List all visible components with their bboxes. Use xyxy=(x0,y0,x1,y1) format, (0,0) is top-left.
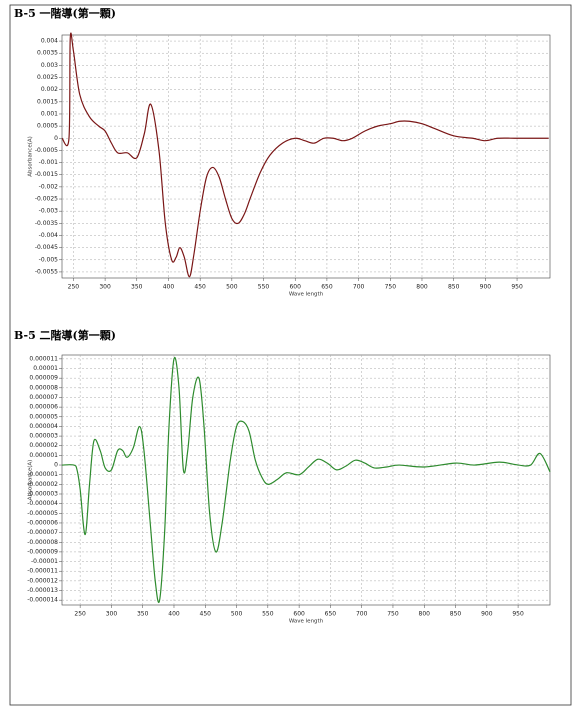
y-tick-label: 0.0035 xyxy=(37,50,58,57)
y-tick-label: -0.00001 xyxy=(31,558,58,565)
x-tick-label: 850 xyxy=(450,611,462,618)
y-tick-label: 0.000004 xyxy=(29,423,58,430)
x-axis-label: Wave length xyxy=(289,292,324,298)
x-tick-label: 650 xyxy=(325,611,337,618)
plot-area xyxy=(61,354,551,606)
plot-area xyxy=(61,34,551,279)
data-line xyxy=(61,32,549,278)
y-tick-label: -0.000013 xyxy=(27,587,58,594)
y-tick-label: 0.003 xyxy=(41,62,58,69)
y-tick-label: 0 xyxy=(54,135,58,142)
x-tick-label: 450 xyxy=(200,611,212,618)
y-tick-label: 0.000006 xyxy=(29,404,58,411)
x-tick-label: 950 xyxy=(512,611,524,618)
chart-title: B-5 二階導(第一顆) xyxy=(14,328,116,342)
x-tick-label: 350 xyxy=(137,611,149,618)
y-tick-label: -0.000001 xyxy=(27,471,58,478)
x-tick-label: 550 xyxy=(262,611,274,618)
y-tick-label: -0.001 xyxy=(39,159,59,166)
y-tick-label: -0.002 xyxy=(39,183,59,190)
x-axis-label: Wave length xyxy=(289,619,324,625)
x-tick-label: 600 xyxy=(289,284,301,291)
y-tick-label: -0.000007 xyxy=(27,529,58,536)
x-tick-label: 250 xyxy=(68,284,80,291)
y-tick-label: 0.000002 xyxy=(29,442,58,449)
chart-title: B-5 一階導(第一顆) xyxy=(14,6,116,20)
y-tick-label: 0.000008 xyxy=(29,384,58,391)
x-tick-label: 300 xyxy=(106,611,118,618)
x-tick-label: 800 xyxy=(416,284,428,291)
y-tick-label: -0.000014 xyxy=(27,597,58,604)
x-tick-label: 300 xyxy=(99,284,111,291)
y-tick-label: -0.000011 xyxy=(27,568,58,575)
data-line xyxy=(61,356,551,603)
y-tick-label: -0.000004 xyxy=(27,500,58,507)
x-tick-label: 900 xyxy=(480,284,492,291)
x-tick-label: 400 xyxy=(168,611,180,618)
y-tick-label: 0.004 xyxy=(41,38,58,45)
x-tick-label: 450 xyxy=(194,284,206,291)
y-tick-label: 0.0005 xyxy=(37,123,58,130)
y-tick-label: -0.0015 xyxy=(35,171,58,178)
x-tick-label: 500 xyxy=(231,611,243,618)
y-tick-label: -0.0005 xyxy=(35,147,58,154)
y-tick-label: 0.000007 xyxy=(29,394,58,401)
y-tick-label: -0.000009 xyxy=(27,548,58,555)
x-tick-label: 250 xyxy=(74,611,86,618)
y-tick-label: 0.002 xyxy=(41,86,58,93)
x-tick-label: 400 xyxy=(163,284,175,291)
y-tick-label: -0.000002 xyxy=(27,481,58,488)
x-tick-label: 750 xyxy=(387,611,399,618)
y-tick-label: -0.0025 xyxy=(35,196,58,203)
y-tick-label: 0.000003 xyxy=(29,433,58,440)
y-tick-label: -0.000003 xyxy=(27,490,58,497)
y-axis-label: Absorbance(A) xyxy=(28,460,34,501)
x-tick-label: 700 xyxy=(356,611,368,618)
x-tick-label: 600 xyxy=(293,611,305,618)
y-tick-label: -0.000006 xyxy=(27,519,58,526)
y-axis-label: Absorbance(A) xyxy=(28,136,34,177)
y-tick-label: 0.000005 xyxy=(29,413,58,420)
x-tick-label: 350 xyxy=(131,284,143,291)
y-tick-label: -0.000008 xyxy=(27,539,58,546)
y-tick-label: -0.003 xyxy=(39,208,59,215)
x-tick-label: 850 xyxy=(448,284,460,291)
y-tick-label: -0.0035 xyxy=(35,220,58,227)
y-tick-label: 0.0015 xyxy=(37,98,58,105)
y-tick-label: 0.00001 xyxy=(33,365,58,372)
x-tick-label: 500 xyxy=(226,284,238,291)
y-tick-label: -0.0055 xyxy=(35,268,58,275)
y-tick-label: 0.000011 xyxy=(29,355,58,362)
x-tick-label: 750 xyxy=(385,284,397,291)
y-tick-label: 0.000009 xyxy=(29,375,58,382)
x-tick-label: 900 xyxy=(481,611,493,618)
y-tick-label: 0 xyxy=(54,462,58,469)
x-tick-label: 550 xyxy=(258,284,270,291)
x-tick-label: 700 xyxy=(353,284,365,291)
y-tick-label: -0.0045 xyxy=(35,244,58,251)
y-tick-label: -0.000005 xyxy=(27,510,58,517)
y-tick-label: 0.000001 xyxy=(29,452,58,459)
x-tick-label: 650 xyxy=(321,284,333,291)
x-tick-label: 800 xyxy=(419,611,431,618)
y-tick-label: -0.005 xyxy=(39,256,59,263)
y-tick-label: -0.000012 xyxy=(27,577,58,584)
x-tick-label: 950 xyxy=(511,284,523,291)
y-tick-label: 0.0025 xyxy=(37,74,58,81)
y-tick-label: 0.001 xyxy=(41,110,58,117)
y-tick-label: -0.004 xyxy=(39,232,59,239)
